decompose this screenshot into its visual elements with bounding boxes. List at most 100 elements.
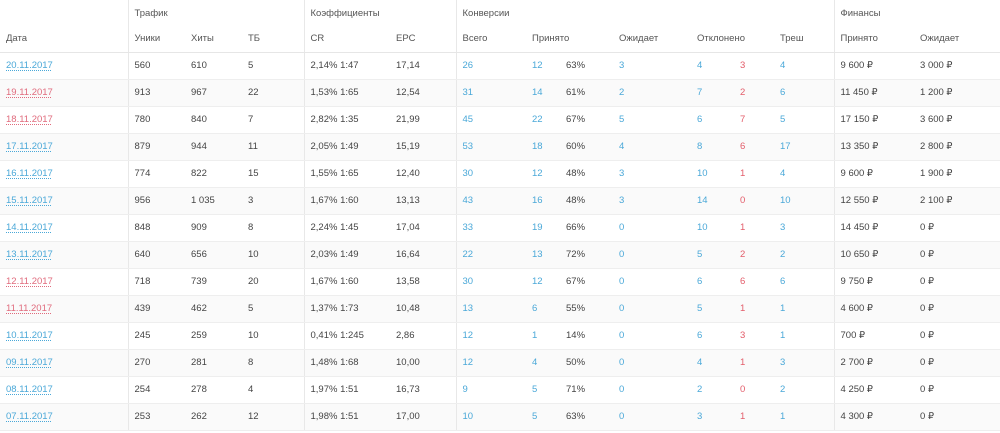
date-link[interactable]: 17.11.2017	[6, 141, 53, 152]
total-cell[interactable]: 12	[462, 357, 474, 368]
total-cell[interactable]: 33	[462, 222, 474, 233]
rejected-extra-cell[interactable]: 1	[740, 357, 746, 368]
date-link[interactable]: 15.11.2017	[6, 195, 53, 206]
date-link[interactable]: 13.11.2017	[6, 249, 53, 260]
total-cell[interactable]: 31	[462, 87, 474, 98]
trash-cell[interactable]: 1	[780, 411, 786, 422]
total-cell[interactable]: 30	[462, 276, 474, 287]
accepted-cell[interactable]: 5	[532, 411, 538, 422]
waiting-cell[interactable]: 4	[619, 141, 625, 152]
waiting-cell[interactable]: 3	[619, 195, 625, 206]
rejected-cell[interactable]: 7	[697, 87, 703, 98]
accepted-cell[interactable]: 12	[532, 60, 543, 71]
rejected-cell[interactable]: 5	[697, 303, 703, 314]
date-link[interactable]: 16.11.2017	[6, 168, 53, 179]
trash-cell[interactable]: 17	[780, 141, 791, 152]
rejected-cell[interactable]: 6	[697, 114, 703, 125]
col-uniques[interactable]: Уники	[127, 26, 185, 53]
total-cell[interactable]: 26	[462, 60, 474, 71]
trash-cell[interactable]: 6	[780, 87, 786, 98]
rejected-extra-cell[interactable]: 0	[740, 195, 746, 206]
total-cell[interactable]: 9	[462, 384, 468, 395]
trash-cell[interactable]: 1	[780, 330, 786, 341]
trash-cell[interactable]: 3	[780, 222, 786, 233]
total-cell[interactable]: 43	[462, 195, 474, 206]
date-link[interactable]: 11.11.2017	[6, 303, 53, 314]
date-link[interactable]: 07.11.2017	[6, 411, 53, 422]
rejected-extra-cell[interactable]: 1	[740, 411, 746, 422]
waiting-cell[interactable]: 0	[619, 276, 625, 287]
rejected-cell[interactable]: 2	[697, 384, 703, 395]
trash-cell[interactable]: 2	[780, 249, 786, 260]
date-link[interactable]: 12.11.2017	[6, 276, 53, 287]
rejected-cell[interactable]: 6	[697, 330, 703, 341]
waiting-cell[interactable]: 0	[619, 357, 625, 368]
rejected-extra-cell[interactable]: 0	[740, 384, 746, 395]
total-cell[interactable]: 10	[462, 411, 474, 422]
date-link[interactable]: 18.11.2017	[6, 114, 53, 125]
trash-cell[interactable]: 6	[780, 276, 786, 287]
accepted-cell[interactable]: 14	[532, 87, 543, 98]
col-fin-waiting[interactable]: Ожидает	[914, 26, 1000, 53]
accepted-cell[interactable]: 5	[532, 384, 538, 395]
col-epc[interactable]: EPC	[390, 26, 456, 53]
rejected-extra-cell[interactable]: 1	[740, 303, 746, 314]
col-accepted[interactable]: Принято	[526, 26, 613, 53]
waiting-cell[interactable]: 0	[619, 303, 625, 314]
rejected-extra-cell[interactable]: 1	[740, 222, 746, 233]
rejected-extra-cell[interactable]: 2	[740, 87, 746, 98]
date-link[interactable]: 10.11.2017	[6, 330, 53, 341]
accepted-cell[interactable]: 12	[532, 276, 543, 287]
waiting-cell[interactable]: 2	[619, 87, 625, 98]
total-cell[interactable]: 22	[462, 249, 474, 260]
rejected-extra-cell[interactable]: 6	[740, 141, 746, 152]
total-cell[interactable]: 53	[462, 141, 474, 152]
rejected-cell[interactable]: 8	[697, 141, 703, 152]
total-cell[interactable]: 45	[462, 114, 474, 125]
rejected-cell[interactable]: 10	[697, 222, 708, 233]
accepted-cell[interactable]: 6	[532, 303, 538, 314]
col-tb[interactable]: ТБ	[242, 26, 304, 53]
rejected-cell[interactable]: 14	[697, 195, 708, 206]
date-link[interactable]: 09.11.2017	[6, 357, 53, 368]
waiting-cell[interactable]: 3	[619, 60, 625, 71]
accepted-cell[interactable]: 13	[532, 249, 543, 260]
col-cr[interactable]: CR	[303, 26, 390, 53]
accepted-cell[interactable]: 19	[532, 222, 543, 233]
rejected-cell[interactable]: 10	[697, 168, 708, 179]
waiting-cell[interactable]: 0	[619, 222, 625, 233]
trash-cell[interactable]: 3	[780, 357, 786, 368]
waiting-cell[interactable]: 0	[619, 330, 625, 341]
col-trash[interactable]: Треш	[774, 26, 835, 53]
waiting-cell[interactable]: 0	[619, 384, 625, 395]
accepted-cell[interactable]: 16	[532, 195, 543, 206]
waiting-cell[interactable]: 0	[619, 411, 625, 422]
waiting-cell[interactable]: 0	[619, 249, 625, 260]
trash-cell[interactable]: 1	[780, 303, 786, 314]
accepted-cell[interactable]: 18	[532, 141, 543, 152]
date-link[interactable]: 19.11.2017	[6, 87, 53, 98]
trash-cell[interactable]: 5	[780, 114, 786, 125]
rejected-extra-cell[interactable]: 3	[740, 330, 746, 341]
date-link[interactable]: 14.11.2017	[6, 222, 53, 233]
date-link[interactable]: 08.11.2017	[6, 384, 53, 395]
accepted-cell[interactable]: 1	[532, 330, 538, 341]
waiting-cell[interactable]: 5	[619, 114, 625, 125]
rejected-cell[interactable]: 5	[697, 249, 703, 260]
accepted-cell[interactable]: 22	[532, 114, 543, 125]
rejected-extra-cell[interactable]: 6	[740, 276, 746, 287]
trash-cell[interactable]: 10	[780, 195, 791, 206]
trash-cell[interactable]: 4	[780, 60, 786, 71]
rejected-cell[interactable]: 4	[697, 60, 703, 71]
col-waiting[interactable]: Ожидает	[613, 26, 691, 53]
col-hits[interactable]: Хиты	[185, 26, 242, 53]
trash-cell[interactable]: 4	[780, 168, 786, 179]
rejected-extra-cell[interactable]: 2	[740, 249, 746, 260]
col-total[interactable]: Всего	[455, 26, 526, 53]
total-cell[interactable]: 30	[462, 168, 474, 179]
rejected-cell[interactable]: 3	[697, 411, 703, 422]
trash-cell[interactable]: 2	[780, 384, 786, 395]
accepted-cell[interactable]: 4	[532, 357, 538, 368]
rejected-cell[interactable]: 4	[697, 357, 703, 368]
total-cell[interactable]: 13	[462, 303, 474, 314]
